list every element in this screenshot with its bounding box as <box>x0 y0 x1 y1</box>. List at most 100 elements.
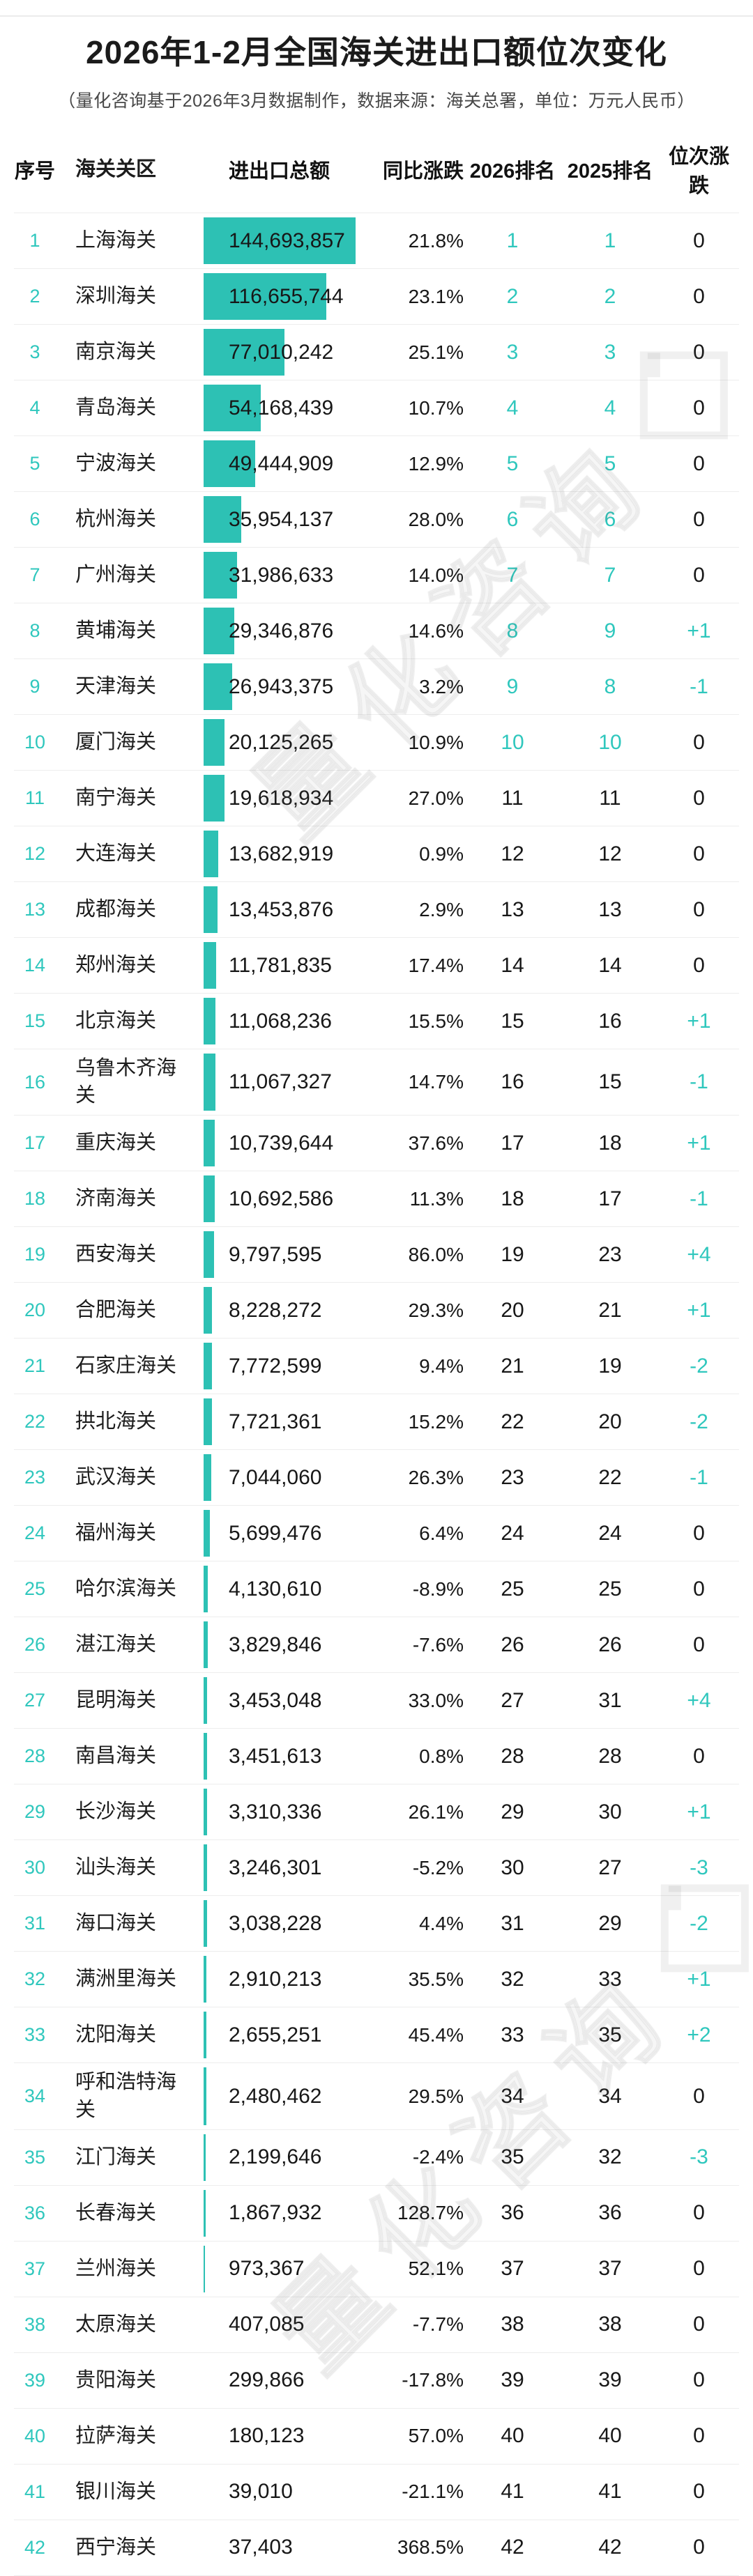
table-row: 5 宁波海关 49,444,909 12.9% 5 5 0 <box>14 435 739 491</box>
district-name: 广州海关 <box>75 564 157 587</box>
rank-movement: -1 <box>690 674 708 698</box>
total-value: 26,943,375 <box>229 674 334 698</box>
yoy-change: 21.8% <box>408 229 464 252</box>
rank-2025: 23 <box>598 1242 622 1266</box>
total-value: 11,067,327 <box>229 1070 332 1094</box>
row-index: 19 <box>24 1244 46 1265</box>
total-value: 11,781,835 <box>229 953 332 977</box>
rank-2025: 19 <box>598 1354 622 1378</box>
row-index: 7 <box>29 564 40 586</box>
table-row: 28 南昌海关 3,451,613 0.8% 28 28 0 <box>14 1728 739 1784</box>
table-row: 7 广州海关 31,986,633 14.0% 7 7 0 <box>14 547 739 603</box>
rank-2025: 32 <box>598 2145 622 2169</box>
table-row: 19 西安海关 9,797,595 86.0% 19 23 +4 <box>14 1226 739 1282</box>
rank-2025: 40 <box>598 2424 622 2448</box>
yoy-change: 14.6% <box>408 619 464 642</box>
rank-movement: -2 <box>690 1354 708 1378</box>
table-row: 1 上海海关 144,693,857 21.8% 1 1 0 <box>14 213 739 268</box>
district-name: 杭州海关 <box>75 508 157 531</box>
rank-movement: +1 <box>687 1800 711 1823</box>
yoy-change: 37.6% <box>408 1132 464 1154</box>
row-index: 15 <box>24 1010 46 1032</box>
rank-2026: 10 <box>501 730 524 754</box>
district-name: 上海海关 <box>75 229 157 252</box>
rank-movement: +1 <box>687 1298 711 1322</box>
rank-movement: 0 <box>693 786 705 810</box>
total-value-cell: 144,693,857 <box>187 213 373 268</box>
table-row: 29 长沙海关 3,310,336 26.1% 29 30 +1 <box>14 1784 739 1840</box>
total-value-cell: 3,451,613 <box>187 1729 373 1784</box>
district-name: 贵阳海关 <box>75 2368 157 2391</box>
district-name: 重庆海关 <box>75 1132 157 1155</box>
rank-2026: 31 <box>501 1911 524 1935</box>
total-value: 39,010 <box>229 2480 293 2504</box>
row-index: 21 <box>24 1355 46 1377</box>
rank-2025: 6 <box>604 507 616 531</box>
district-name: 西安海关 <box>75 1243 157 1266</box>
rank-movement: 0 <box>693 2084 705 2108</box>
rank-2025: 10 <box>598 730 622 754</box>
total-value-cell: 39,010 <box>187 2465 373 2520</box>
total-value: 19,618,934 <box>229 786 334 810</box>
rank-2025: 38 <box>598 2313 622 2336</box>
col-header-district: 海关关区 <box>75 157 157 180</box>
yoy-change: 2.9% <box>419 898 464 920</box>
total-value-cell: 7,721,361 <box>187 1394 373 1449</box>
table-row: 9 天津海关 26,943,375 3.2% 9 8 -1 <box>14 658 739 714</box>
row-index: 5 <box>29 453 40 475</box>
table-row: 24 福州海关 5,699,476 6.4% 24 24 0 <box>14 1505 739 1561</box>
rank-movement: 0 <box>693 2201 705 2225</box>
district-name: 青岛海关 <box>75 396 157 419</box>
rank-2025: 30 <box>598 1800 622 1823</box>
total-value: 7,044,060 <box>229 1465 322 1489</box>
rank-2026: 20 <box>501 1298 524 1322</box>
row-index: 11 <box>24 787 45 809</box>
rank-2025: 2 <box>604 284 616 308</box>
yoy-change: 86.0% <box>408 1243 464 1265</box>
district-name: 长沙海关 <box>75 1800 157 1823</box>
value-bar <box>204 663 232 711</box>
rank-2026: 1 <box>506 229 519 252</box>
row-index: 8 <box>29 620 40 642</box>
value-bar <box>204 440 256 488</box>
total-value: 11,068,236 <box>229 1009 332 1033</box>
district-name: 厦门海关 <box>75 731 157 754</box>
row-index: 14 <box>24 955 46 976</box>
total-value: 10,692,586 <box>229 1187 334 1210</box>
yoy-change: 17.4% <box>408 954 464 976</box>
rank-movement: 0 <box>693 953 705 977</box>
total-value-cell: 3,246,301 <box>187 1840 373 1895</box>
rank-2025: 25 <box>598 1577 622 1601</box>
rank-2026: 22 <box>501 1410 524 1433</box>
row-index: 36 <box>24 2202 46 2223</box>
value-bar <box>204 496 242 543</box>
yoy-change: 368.5% <box>397 2536 464 2559</box>
yoy-change: -17.8% <box>402 2369 464 2391</box>
yoy-change: 52.1% <box>408 2258 464 2280</box>
rank-movement: +1 <box>687 619 711 642</box>
rank-2025: 22 <box>598 1465 622 1489</box>
table-row: 16 乌鲁木齐海关 11,067,327 14.7% 16 15 -1 <box>14 1049 739 1115</box>
total-value: 7,721,361 <box>229 1410 322 1433</box>
total-value: 10,739,644 <box>229 1131 334 1155</box>
row-index: 30 <box>24 1857 46 1879</box>
district-name: 汕头海关 <box>75 1856 157 1879</box>
rank-2025: 14 <box>598 953 622 977</box>
total-value: 973,367 <box>229 2257 305 2281</box>
rank-2026: 41 <box>501 2480 524 2504</box>
rank-movement: +2 <box>687 2023 711 2046</box>
value-bar <box>204 329 285 376</box>
rank-2026: 2 <box>506 284 519 308</box>
value-bar <box>204 1789 207 1836</box>
rank-2025: 21 <box>598 1298 622 1322</box>
row-index: 22 <box>24 1411 46 1433</box>
table-row: 25 哈尔滨海关 4,130,610 -8.9% 25 25 0 <box>14 1561 739 1617</box>
rank-2025: 42 <box>598 2536 622 2559</box>
rank-movement: -2 <box>690 1911 708 1935</box>
table-row: 4 青岛海关 54,168,439 10.7% 4 4 0 <box>14 380 739 435</box>
total-value-cell: 13,453,876 <box>187 882 373 937</box>
total-value-cell: 5,699,476 <box>187 1506 373 1561</box>
row-index: 13 <box>24 899 46 920</box>
row-index: 39 <box>24 2369 46 2391</box>
